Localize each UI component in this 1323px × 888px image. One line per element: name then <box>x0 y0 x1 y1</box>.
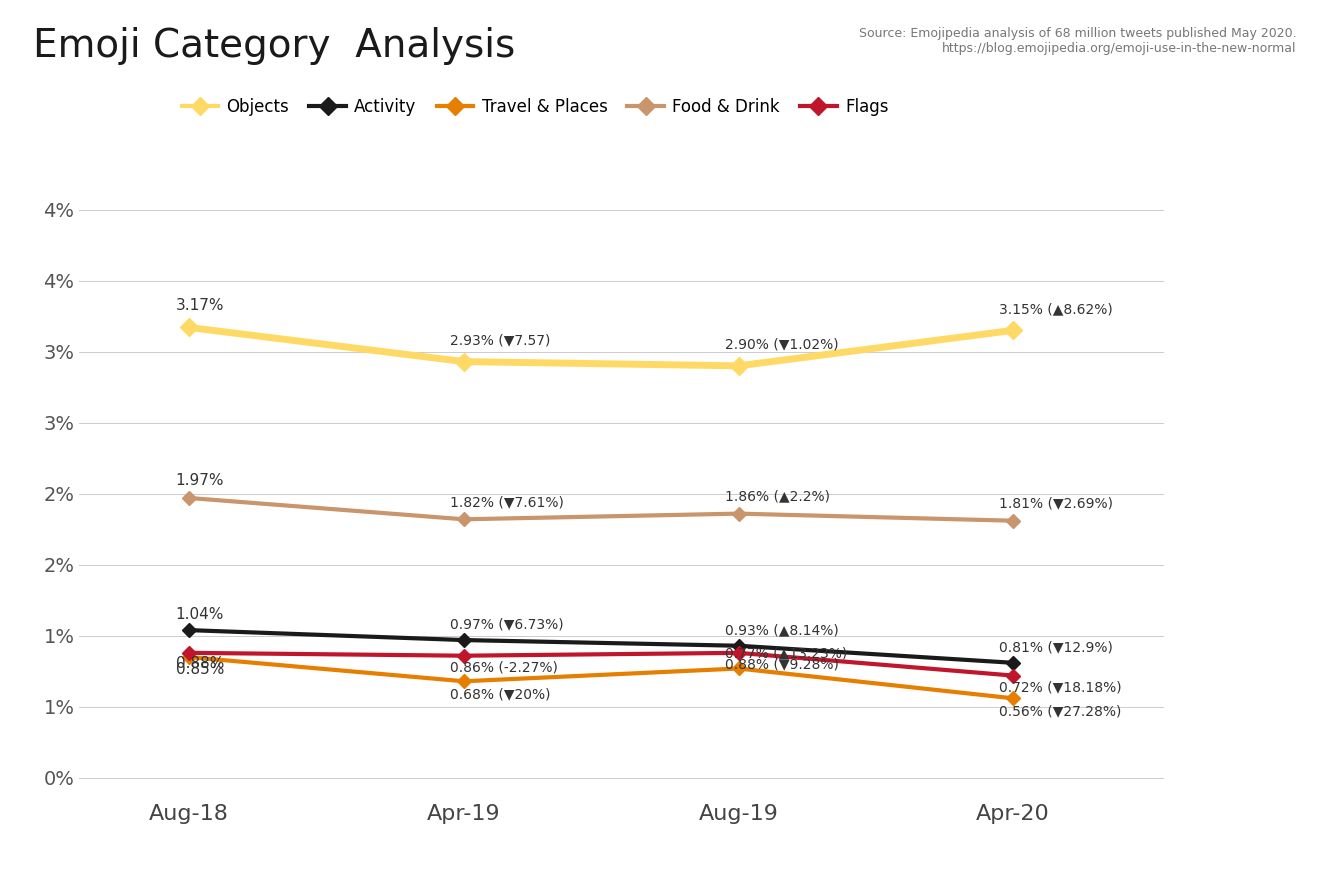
Text: Source: Emojipedia analysis of 68 million tweets published May 2020.
https://blo: Source: Emojipedia analysis of 68 millio… <box>859 27 1297 55</box>
Text: 2.90% (▼1.02%): 2.90% (▼1.02%) <box>725 337 839 352</box>
Text: 0.77% (▲13.23%): 0.77% (▲13.23%) <box>725 646 847 660</box>
Text: 0.88%: 0.88% <box>176 656 224 671</box>
Text: 0.68% (▼20%): 0.68% (▼20%) <box>450 687 550 702</box>
Text: 1.81% (▼2.69%): 1.81% (▼2.69%) <box>999 496 1114 511</box>
Text: 0.81% (▼12.9%): 0.81% (▼12.9%) <box>999 640 1114 654</box>
Text: 0.85%: 0.85% <box>176 662 224 677</box>
Text: 0.97% (▼6.73%): 0.97% (▼6.73%) <box>450 617 564 631</box>
Text: 1.86% (▲2.2%): 1.86% (▲2.2%) <box>725 489 830 503</box>
Text: 0.88% (▼9.28%): 0.88% (▼9.28%) <box>725 657 839 671</box>
Text: 3.15% (▲8.62%): 3.15% (▲8.62%) <box>999 302 1113 316</box>
Text: 0.56% (▼27.28%): 0.56% (▼27.28%) <box>999 704 1122 718</box>
Text: 0.72% (▼18.18%): 0.72% (▼18.18%) <box>999 680 1122 694</box>
Text: 1.04%: 1.04% <box>176 607 224 622</box>
Text: 0.86% (-2.27%): 0.86% (-2.27%) <box>450 660 558 674</box>
Text: 1.82% (▼7.61%): 1.82% (▼7.61%) <box>450 496 564 510</box>
Text: 0.93% (▲8.14%): 0.93% (▲8.14%) <box>725 623 839 638</box>
Text: 2.93% (▼7.57): 2.93% (▼7.57) <box>450 333 550 347</box>
Text: 1.97%: 1.97% <box>176 473 224 488</box>
Text: Emoji Category  Analysis: Emoji Category Analysis <box>33 27 516 65</box>
Legend: Objects, Activity, Travel & Places, Food & Drink, Flags: Objects, Activity, Travel & Places, Food… <box>175 91 896 123</box>
Text: 3.17%: 3.17% <box>176 298 224 313</box>
